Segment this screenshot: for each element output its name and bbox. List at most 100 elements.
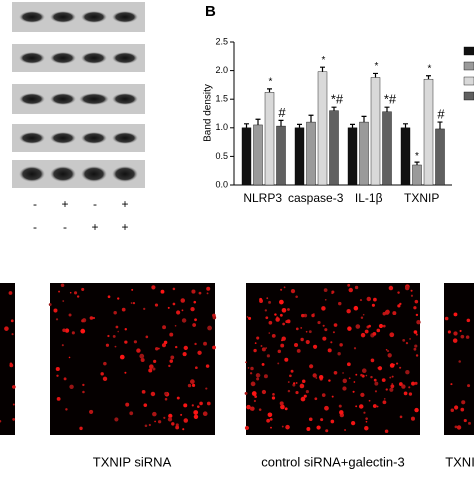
blot-band xyxy=(81,11,107,23)
cell-dot xyxy=(402,338,406,342)
cell-dot xyxy=(143,403,148,407)
cell-dot xyxy=(414,344,418,348)
cell-dot xyxy=(300,396,306,402)
cell-dot xyxy=(339,343,343,347)
cell-dot xyxy=(250,366,254,371)
cell-dot xyxy=(153,359,157,364)
cell-dot xyxy=(191,404,194,407)
cell-dot xyxy=(64,328,70,333)
cell-dot xyxy=(362,313,365,316)
cell-dot xyxy=(129,411,134,416)
cell-dot xyxy=(163,340,168,345)
cell-dot xyxy=(348,377,351,380)
cell-dot xyxy=(452,338,458,343)
cell-dot xyxy=(206,286,211,291)
cell-dot xyxy=(175,345,178,349)
cell-dot xyxy=(460,407,465,412)
treatment-sign: - xyxy=(33,197,37,211)
cell-dot xyxy=(92,316,96,320)
cell-dot xyxy=(364,426,369,431)
cell-dot xyxy=(327,348,332,353)
cell-dot xyxy=(360,316,364,320)
error-bar xyxy=(255,118,261,125)
significance-mark: * xyxy=(269,77,273,88)
cell-dot xyxy=(193,300,197,304)
cell-dot xyxy=(463,418,467,423)
legend-swatch xyxy=(463,91,474,101)
cell-dot xyxy=(161,343,167,348)
y-tick-label: 1.0 xyxy=(215,122,228,132)
cell-dot xyxy=(342,378,348,384)
cell-dot xyxy=(352,390,355,393)
cell-dot xyxy=(65,408,68,411)
cell-dot xyxy=(167,306,170,309)
significance-mark: * xyxy=(375,61,379,72)
cell-dot xyxy=(450,408,455,413)
treatment-sign: - xyxy=(63,220,67,234)
cell-dot xyxy=(158,420,162,424)
cell-dot xyxy=(261,362,265,366)
cell-dot xyxy=(303,313,308,318)
cell-dot xyxy=(312,373,317,378)
cell-dot xyxy=(212,345,216,350)
cell-dot xyxy=(337,352,341,356)
micrograph xyxy=(444,283,474,435)
cell-dot xyxy=(251,391,257,396)
cell-dot xyxy=(415,354,419,357)
cell-dot xyxy=(152,411,157,417)
cell-dot xyxy=(410,294,414,297)
cell-dot xyxy=(365,417,368,420)
cell-dot xyxy=(264,309,268,312)
cell-dot xyxy=(461,400,466,405)
cell-dot xyxy=(176,396,180,400)
cell-dot xyxy=(191,289,196,294)
cell-dot xyxy=(283,286,286,289)
cell-dot xyxy=(321,393,326,397)
cell-dot xyxy=(454,425,458,429)
cell-dot xyxy=(267,412,273,418)
cell-dot xyxy=(330,419,335,424)
error-bar xyxy=(308,114,314,123)
cell-dot xyxy=(331,395,334,398)
cell-dot xyxy=(275,317,280,322)
cell-dot xyxy=(260,345,263,347)
cell-dot xyxy=(245,361,247,364)
cell-dot xyxy=(376,328,381,333)
cell-dot xyxy=(81,287,85,291)
cell-dot xyxy=(281,307,287,313)
cell-dot xyxy=(374,390,378,393)
cell-dot xyxy=(183,418,189,423)
cell-dot xyxy=(363,411,366,414)
cell-dot xyxy=(353,381,356,383)
significance-mark: # xyxy=(437,107,445,122)
cell-dot xyxy=(71,331,75,335)
cell-dot xyxy=(456,425,462,430)
cell-dot xyxy=(360,392,365,397)
cell-dot xyxy=(301,313,305,318)
cell-dot xyxy=(248,316,252,320)
error-bar xyxy=(403,123,408,128)
significance-mark: # xyxy=(278,105,286,120)
x-tick-label: TXNIP xyxy=(404,191,439,205)
cell-dot xyxy=(295,295,298,299)
cell-dot xyxy=(306,427,311,432)
cell-dot xyxy=(312,344,318,349)
error-bar xyxy=(267,88,272,93)
cell-dot xyxy=(261,347,266,352)
cell-dot xyxy=(193,410,199,415)
cell-dot xyxy=(271,333,276,338)
cell-dot xyxy=(132,301,136,305)
panel-label: B xyxy=(205,3,216,20)
y-tick-label: 1.5 xyxy=(215,94,228,104)
significance-mark: *# xyxy=(384,92,397,107)
cell-dot xyxy=(360,373,363,377)
cell-dot xyxy=(346,308,351,314)
cell-dot xyxy=(124,328,127,331)
micrograph xyxy=(246,283,420,435)
bar xyxy=(435,128,445,186)
cell-dot xyxy=(197,350,202,355)
cell-dot xyxy=(315,377,318,379)
bar xyxy=(329,110,339,186)
cell-dot xyxy=(454,405,459,410)
error-bar xyxy=(244,123,249,128)
